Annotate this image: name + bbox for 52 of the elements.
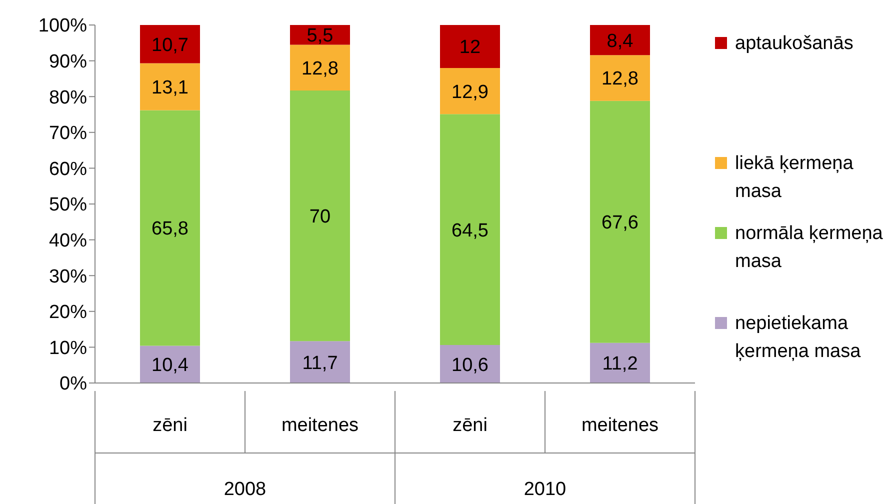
y-tick-label: 100% xyxy=(38,16,88,37)
data-label: 67,6 xyxy=(602,212,638,234)
data-label: 11,2 xyxy=(602,354,638,375)
y-tick-label: 90% xyxy=(48,52,88,73)
data-label: 70 xyxy=(309,206,331,228)
legend-label: aptaukošanās xyxy=(735,32,854,56)
data-label: 10,4 xyxy=(152,355,189,376)
y-tick-label: 40% xyxy=(48,230,88,252)
bar xyxy=(290,44,350,91)
bar xyxy=(140,63,200,110)
y-tick-label: 80% xyxy=(48,87,88,108)
y-tick-label: 60% xyxy=(48,158,88,180)
y-tick-label: 10% xyxy=(48,338,88,359)
bar xyxy=(290,341,350,383)
data-label: 12,8 xyxy=(602,68,638,90)
data-label: 11,7 xyxy=(302,352,338,374)
text: 2010 xyxy=(524,479,566,500)
bar xyxy=(590,25,650,56)
x-tick-label: meitenes xyxy=(281,415,359,436)
y-tick-label: 50% xyxy=(48,194,88,216)
bar xyxy=(290,90,350,342)
data-label: 10,6 xyxy=(452,354,488,376)
legend-label: nepietiekama ķermeņa masa xyxy=(735,312,862,364)
bar xyxy=(440,345,500,383)
y-tick-label: 70% xyxy=(48,123,88,144)
data-label: 13,1 xyxy=(152,78,188,98)
x-tick-label: zēni xyxy=(152,415,188,436)
bar xyxy=(590,100,650,343)
data-label: 5,5 xyxy=(306,26,334,47)
bar xyxy=(140,346,200,383)
text: 2008 xyxy=(224,479,266,500)
bar xyxy=(440,25,500,68)
bar xyxy=(440,68,500,114)
legend-label: liekā ķermeņa masa xyxy=(735,152,854,204)
data-label: 12,8 xyxy=(302,58,338,80)
data-label: 64,5 xyxy=(452,220,488,242)
x-tick-label: meitenes xyxy=(581,415,659,436)
y-tick-label: 0% xyxy=(60,374,88,395)
bar xyxy=(140,110,200,346)
bar xyxy=(590,55,650,101)
legend-label: normāla ķermeņa masa xyxy=(735,222,884,274)
bar xyxy=(140,25,200,64)
data-label: 12 xyxy=(459,37,481,58)
bar xyxy=(590,342,650,383)
x-tick-label: zēni xyxy=(452,415,488,436)
data-label: 10,7 xyxy=(152,34,188,56)
y-tick-label: 20% xyxy=(48,302,88,324)
bar xyxy=(440,114,500,346)
y-tick-label: 30% xyxy=(48,266,88,288)
data-label: 8,4 xyxy=(606,30,634,52)
data-label: 12,9 xyxy=(452,82,488,103)
data-label: 65,8 xyxy=(152,218,188,240)
